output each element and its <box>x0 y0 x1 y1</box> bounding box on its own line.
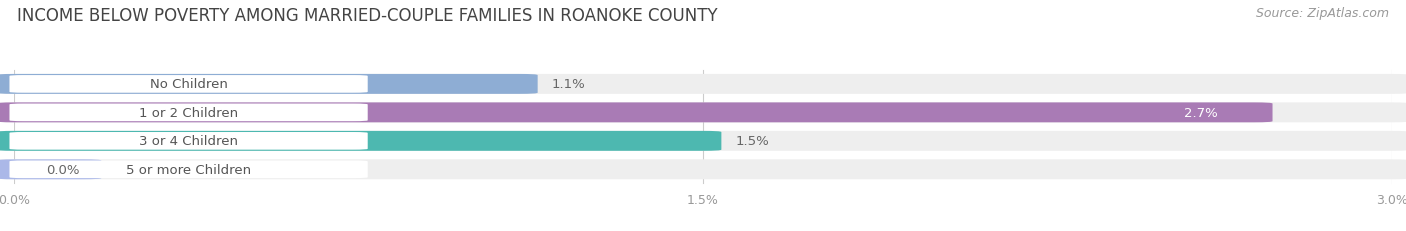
Text: 1.1%: 1.1% <box>551 78 585 91</box>
FancyBboxPatch shape <box>10 76 368 93</box>
Text: INCOME BELOW POVERTY AMONG MARRIED-COUPLE FAMILIES IN ROANOKE COUNTY: INCOME BELOW POVERTY AMONG MARRIED-COUPL… <box>17 7 717 25</box>
Text: 0.0%: 0.0% <box>46 163 80 176</box>
Text: 1.5%: 1.5% <box>735 135 769 148</box>
Text: No Children: No Children <box>149 78 228 91</box>
Text: 3 or 4 Children: 3 or 4 Children <box>139 135 238 148</box>
FancyBboxPatch shape <box>0 103 1406 123</box>
Text: 1 or 2 Children: 1 or 2 Children <box>139 106 238 119</box>
FancyBboxPatch shape <box>0 103 1272 123</box>
FancyBboxPatch shape <box>0 131 721 151</box>
FancyBboxPatch shape <box>0 131 1406 151</box>
FancyBboxPatch shape <box>0 160 101 179</box>
FancyBboxPatch shape <box>0 75 537 94</box>
Text: Source: ZipAtlas.com: Source: ZipAtlas.com <box>1256 7 1389 20</box>
FancyBboxPatch shape <box>10 132 368 150</box>
FancyBboxPatch shape <box>0 160 1406 179</box>
Text: 5 or more Children: 5 or more Children <box>127 163 252 176</box>
FancyBboxPatch shape <box>10 104 368 122</box>
FancyBboxPatch shape <box>10 161 368 178</box>
FancyBboxPatch shape <box>0 75 1406 94</box>
Text: 2.7%: 2.7% <box>1184 106 1218 119</box>
